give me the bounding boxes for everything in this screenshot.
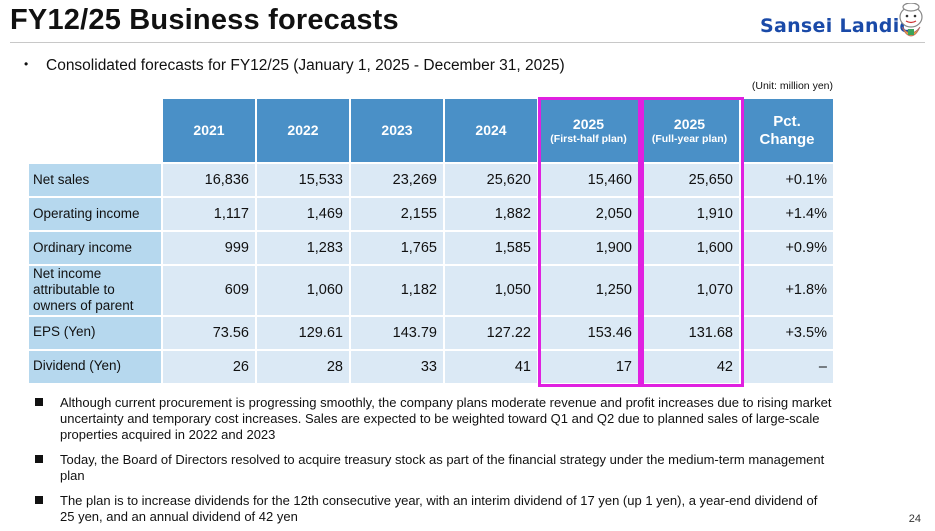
- table-cell: 1,050: [443, 264, 539, 317]
- page-number: 24: [908, 513, 921, 525]
- table-cell: +0.1%: [739, 162, 835, 198]
- header-2025-full-year: 2025 (Full-year plan): [638, 97, 741, 164]
- row-label: Ordinary income: [27, 230, 163, 266]
- forecast-table: 2021 2022 2023 2024 2025 (First-half plan…: [27, 97, 835, 385]
- row-label: Dividend (Yen): [27, 348, 163, 385]
- slide-title: FY12/25 Business forecasts: [10, 4, 399, 36]
- intro-bullet: • Consolidated forecasts for FY12/25 (Jan…: [24, 57, 565, 75]
- table-row: Dividend (Yen) 26 28 33 41 17 42 –: [27, 348, 835, 385]
- table-cell: 609: [161, 264, 257, 317]
- table-cell: 1,900: [537, 230, 640, 266]
- header-row: 2021 2022 2023 2024 2025 (First-half plan…: [27, 97, 835, 164]
- table-cell: 26: [161, 348, 257, 385]
- table-cell: +0.9%: [739, 230, 835, 266]
- unit-label: (Unit: million yen): [751, 80, 833, 92]
- row-label: Net sales: [27, 162, 163, 198]
- table-cell: 41: [443, 348, 539, 385]
- header-pct-change: Pct. Change: [739, 97, 835, 164]
- table-cell: 1,070: [638, 264, 741, 317]
- table-cell: 2,155: [349, 196, 445, 232]
- table-cell: 33: [349, 348, 445, 385]
- note-text: Although current procurement is progress…: [60, 395, 832, 442]
- note-text: The plan is to increase dividends for th…: [60, 493, 818, 524]
- table-cell: +3.5%: [739, 314, 835, 351]
- header-2021: 2021: [161, 97, 257, 164]
- row-label: Net income attributable to owners of par…: [27, 264, 163, 317]
- table-cell: 2,050: [537, 196, 640, 232]
- square-bullet-icon: [35, 398, 43, 406]
- table-cell: 15,533: [255, 162, 351, 198]
- intro-bullet-text: Consolidated forecasts for FY12/25 (Janu…: [46, 57, 565, 74]
- logo-text: Sansei Landic: [760, 15, 912, 37]
- company-logo: Sansei Landic: [760, 3, 932, 43]
- header-2025-first-half: 2025 (First-half plan): [537, 97, 640, 164]
- table-cell: 15,460: [537, 162, 640, 198]
- table-cell: 1,182: [349, 264, 445, 317]
- row-label: EPS (Yen): [27, 314, 163, 351]
- table-cell: 25,620: [443, 162, 539, 198]
- table-cell: 143.79: [349, 314, 445, 351]
- table-row: Ordinary income 999 1,283 1,765 1,585 1,…: [27, 230, 835, 266]
- header-2023: 2023: [349, 97, 445, 164]
- table-cell: 1,117: [161, 196, 257, 232]
- header-2024: 2024: [443, 97, 539, 164]
- title-divider: [10, 42, 925, 43]
- table-cell: 131.68: [638, 314, 741, 351]
- table-cell: 153.46: [537, 314, 640, 351]
- table-cell: 1,585: [443, 230, 539, 266]
- table-cell: 999: [161, 230, 257, 266]
- bullet-dot-icon: •: [24, 57, 29, 71]
- mascot-icon: [899, 3, 923, 37]
- table-row: Operating income 1,117 1,469 2,155 1,882…: [27, 196, 835, 232]
- square-bullet-icon: [35, 455, 43, 463]
- row-label: Operating income: [27, 196, 163, 232]
- table-row: Net income attributable to owners of par…: [27, 264, 835, 317]
- table-cell: 1,882: [443, 196, 539, 232]
- note-item: Today, the Board of Directors resolved t…: [33, 452, 833, 484]
- table-cell: 42: [638, 348, 741, 385]
- square-bullet-icon: [35, 496, 43, 504]
- table-row: EPS (Yen) 73.56 129.61 143.79 127.22 153…: [27, 314, 835, 351]
- table-cell: 23,269: [349, 162, 445, 198]
- table-cell: 1,600: [638, 230, 741, 266]
- table-cell: 17: [537, 348, 640, 385]
- header-2022: 2022: [255, 97, 351, 164]
- table-cell: 129.61: [255, 314, 351, 351]
- table-row: Net sales 16,836 15,533 23,269 25,620 15…: [27, 162, 835, 198]
- table-cell: 1,060: [255, 264, 351, 317]
- table-cell: 1,910: [638, 196, 741, 232]
- table-cell: 16,836: [161, 162, 257, 198]
- table-cell: 1,765: [349, 230, 445, 266]
- note-item: The plan is to increase dividends for th…: [33, 493, 833, 525]
- table-cell: 73.56: [161, 314, 257, 351]
- table-cell: 127.22: [443, 314, 539, 351]
- table-cell: 1,283: [255, 230, 351, 266]
- notes-list: Although current procurement is progress…: [33, 395, 833, 531]
- table-cell: 25,650: [638, 162, 741, 198]
- table-cell: +1.8%: [739, 264, 835, 317]
- table-cell: +1.4%: [739, 196, 835, 232]
- note-item: Although current procurement is progress…: [33, 395, 833, 443]
- table-cell: 28: [255, 348, 351, 385]
- table-cell: –: [739, 348, 835, 385]
- note-text: Today, the Board of Directors resolved t…: [60, 452, 825, 483]
- table-cell: 1,250: [537, 264, 640, 317]
- header-corner: [27, 97, 163, 164]
- table-cell: 1,469: [255, 196, 351, 232]
